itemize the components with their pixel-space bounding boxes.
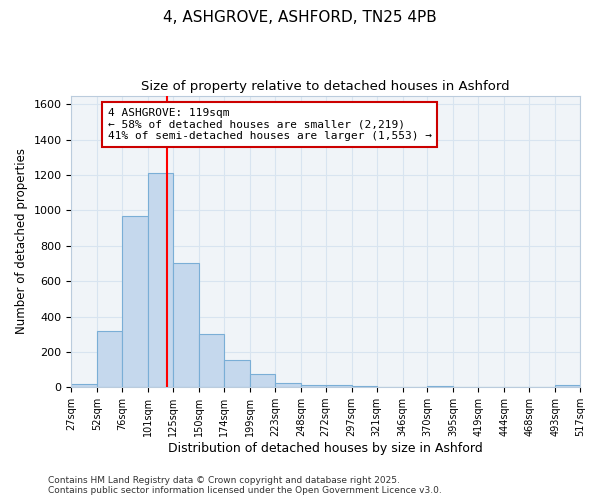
Bar	[97, 330, 122, 387]
Bar	[224, 360, 250, 387]
Text: 4 ASHGROVE: 119sqm
← 58% of detached houses are smaller (2,219)
41% of semi-deta: 4 ASHGROVE: 119sqm ← 58% of detached hou…	[108, 108, 432, 141]
Bar	[275, 383, 301, 387]
Bar	[71, 384, 97, 387]
X-axis label: Distribution of detached houses by size in Ashford: Distribution of detached houses by size …	[169, 442, 483, 455]
Text: 4, ASHGROVE, ASHFORD, TN25 4PB: 4, ASHGROVE, ASHFORD, TN25 4PB	[163, 10, 437, 25]
Bar	[377, 386, 403, 387]
Bar	[173, 264, 199, 387]
Bar	[199, 334, 224, 387]
Bar	[427, 386, 454, 387]
Bar	[326, 386, 352, 387]
Y-axis label: Number of detached properties: Number of detached properties	[15, 148, 28, 334]
Title: Size of property relative to detached houses in Ashford: Size of property relative to detached ho…	[142, 80, 510, 93]
Bar	[122, 216, 148, 387]
Bar	[555, 384, 580, 387]
Bar	[301, 384, 326, 387]
Text: Contains HM Land Registry data © Crown copyright and database right 2025.
Contai: Contains HM Land Registry data © Crown c…	[48, 476, 442, 495]
Bar	[148, 174, 173, 387]
Bar	[250, 374, 275, 387]
Bar	[352, 386, 377, 387]
